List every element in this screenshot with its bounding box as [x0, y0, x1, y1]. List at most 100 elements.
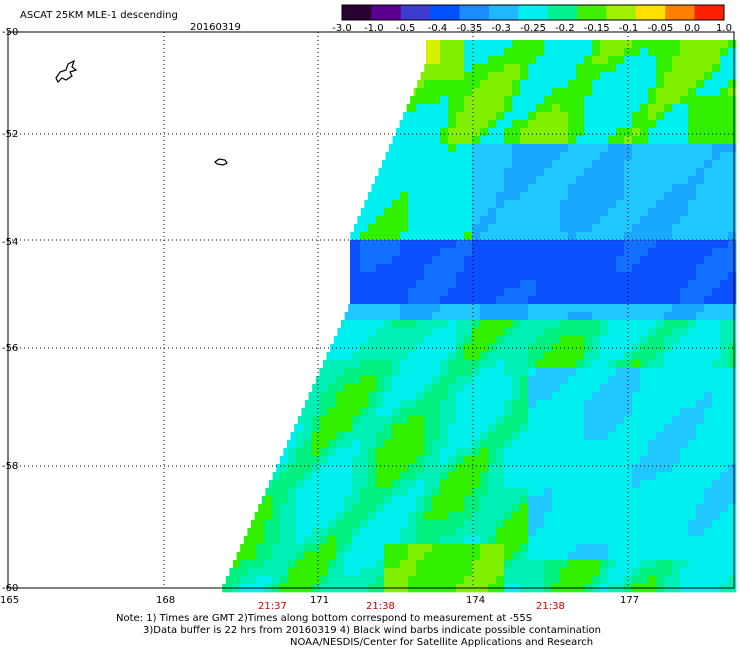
swath-cell — [608, 160, 617, 169]
swath-cell — [648, 304, 657, 313]
swath-cell — [720, 88, 729, 97]
swath-cell — [520, 472, 529, 481]
swath-cell — [728, 408, 737, 417]
lat-label: -56 — [2, 343, 18, 354]
swath-cell — [496, 272, 505, 281]
swath-cell — [552, 176, 561, 185]
swath-cell — [280, 464, 289, 473]
swath-cell — [464, 128, 473, 137]
swath-cell — [424, 384, 433, 393]
swath-cell — [312, 456, 321, 465]
swath-cell — [728, 456, 737, 465]
swath-cell — [280, 544, 289, 553]
swath-cell — [384, 536, 393, 545]
swath-cell — [552, 488, 561, 497]
swath-cell — [408, 184, 417, 193]
swath-cell — [328, 360, 337, 369]
swath-cell — [672, 40, 681, 49]
swath-cell — [376, 272, 385, 281]
swath-cell — [544, 512, 553, 521]
swath-cell — [608, 144, 617, 153]
swath-cell — [496, 384, 505, 393]
swath-cell — [608, 440, 617, 449]
swath-cell — [520, 456, 529, 465]
swath-cell — [424, 376, 433, 385]
swath-cell — [480, 168, 489, 177]
swath-cell — [376, 416, 385, 425]
swath-cell — [712, 288, 721, 297]
swath-cell — [544, 176, 553, 185]
swath-cell — [608, 384, 617, 393]
swath-cell — [464, 352, 473, 361]
swath-cell — [256, 576, 265, 585]
swath-cell — [400, 176, 409, 185]
swath-cell — [720, 160, 729, 169]
swath-cell — [728, 192, 737, 201]
swath-cell — [464, 232, 473, 241]
swath-cell — [432, 184, 441, 193]
swath-cell — [536, 40, 545, 49]
swath-cell — [360, 448, 369, 457]
swath-cell — [432, 72, 441, 81]
swath-cell — [640, 64, 649, 73]
swath-cell — [600, 296, 609, 305]
swath-cell — [368, 520, 377, 529]
swath-cell — [456, 336, 465, 345]
swath-cell — [456, 408, 465, 417]
swath-cell — [552, 88, 561, 97]
swath-cell — [728, 496, 737, 505]
swath-cell — [472, 400, 481, 409]
swath-cell — [656, 544, 665, 553]
swath-cell — [640, 80, 649, 89]
swath-cell — [432, 400, 441, 409]
swath-cell — [480, 568, 489, 577]
swath-cell — [648, 112, 657, 121]
swath-cell — [608, 576, 617, 585]
swath-cell — [392, 520, 401, 529]
swath-cell — [576, 488, 585, 497]
swath-cell — [616, 536, 625, 545]
swath-cell — [584, 120, 593, 129]
swath-cell — [496, 320, 505, 329]
swath-cell — [512, 48, 521, 57]
swath-cell — [616, 528, 625, 537]
swath-cell — [632, 112, 641, 121]
swath-cell — [400, 424, 409, 433]
swath-cell — [616, 520, 625, 529]
swath-cell — [424, 336, 433, 345]
colorbar-tick-label: -0.35 — [456, 23, 482, 34]
swath-cell — [544, 360, 553, 369]
swath-cell — [712, 80, 721, 89]
swath-cell — [664, 72, 673, 81]
swath-cell — [568, 576, 577, 585]
swath-cell — [544, 144, 553, 153]
swath-cell — [576, 272, 585, 281]
swath-cell — [608, 424, 617, 433]
swath-cell — [520, 424, 529, 433]
swath-cell — [464, 80, 473, 89]
swath-cell — [520, 144, 529, 153]
swath-cell — [536, 528, 545, 537]
swath-cell — [288, 552, 297, 561]
swath-cell — [400, 336, 409, 345]
swath-cell — [520, 488, 529, 497]
swath-cell — [504, 384, 513, 393]
swath-cell — [664, 88, 673, 97]
swath-cell — [728, 48, 737, 57]
swath-cell — [336, 352, 345, 361]
swath-cell — [360, 320, 369, 329]
swath-cell — [696, 408, 705, 417]
swath-cell — [672, 280, 681, 289]
swath-cell — [600, 440, 609, 449]
swath-cell — [592, 336, 601, 345]
swath-cell — [704, 288, 713, 297]
swath-cell — [584, 360, 593, 369]
swath-cell — [728, 256, 737, 265]
colorbar-border — [341, 4, 725, 21]
swath-cell — [600, 320, 609, 329]
swath-cell — [296, 528, 305, 537]
swath-cell — [664, 472, 673, 481]
swath-cell — [368, 288, 377, 297]
swath-cell — [464, 120, 473, 129]
